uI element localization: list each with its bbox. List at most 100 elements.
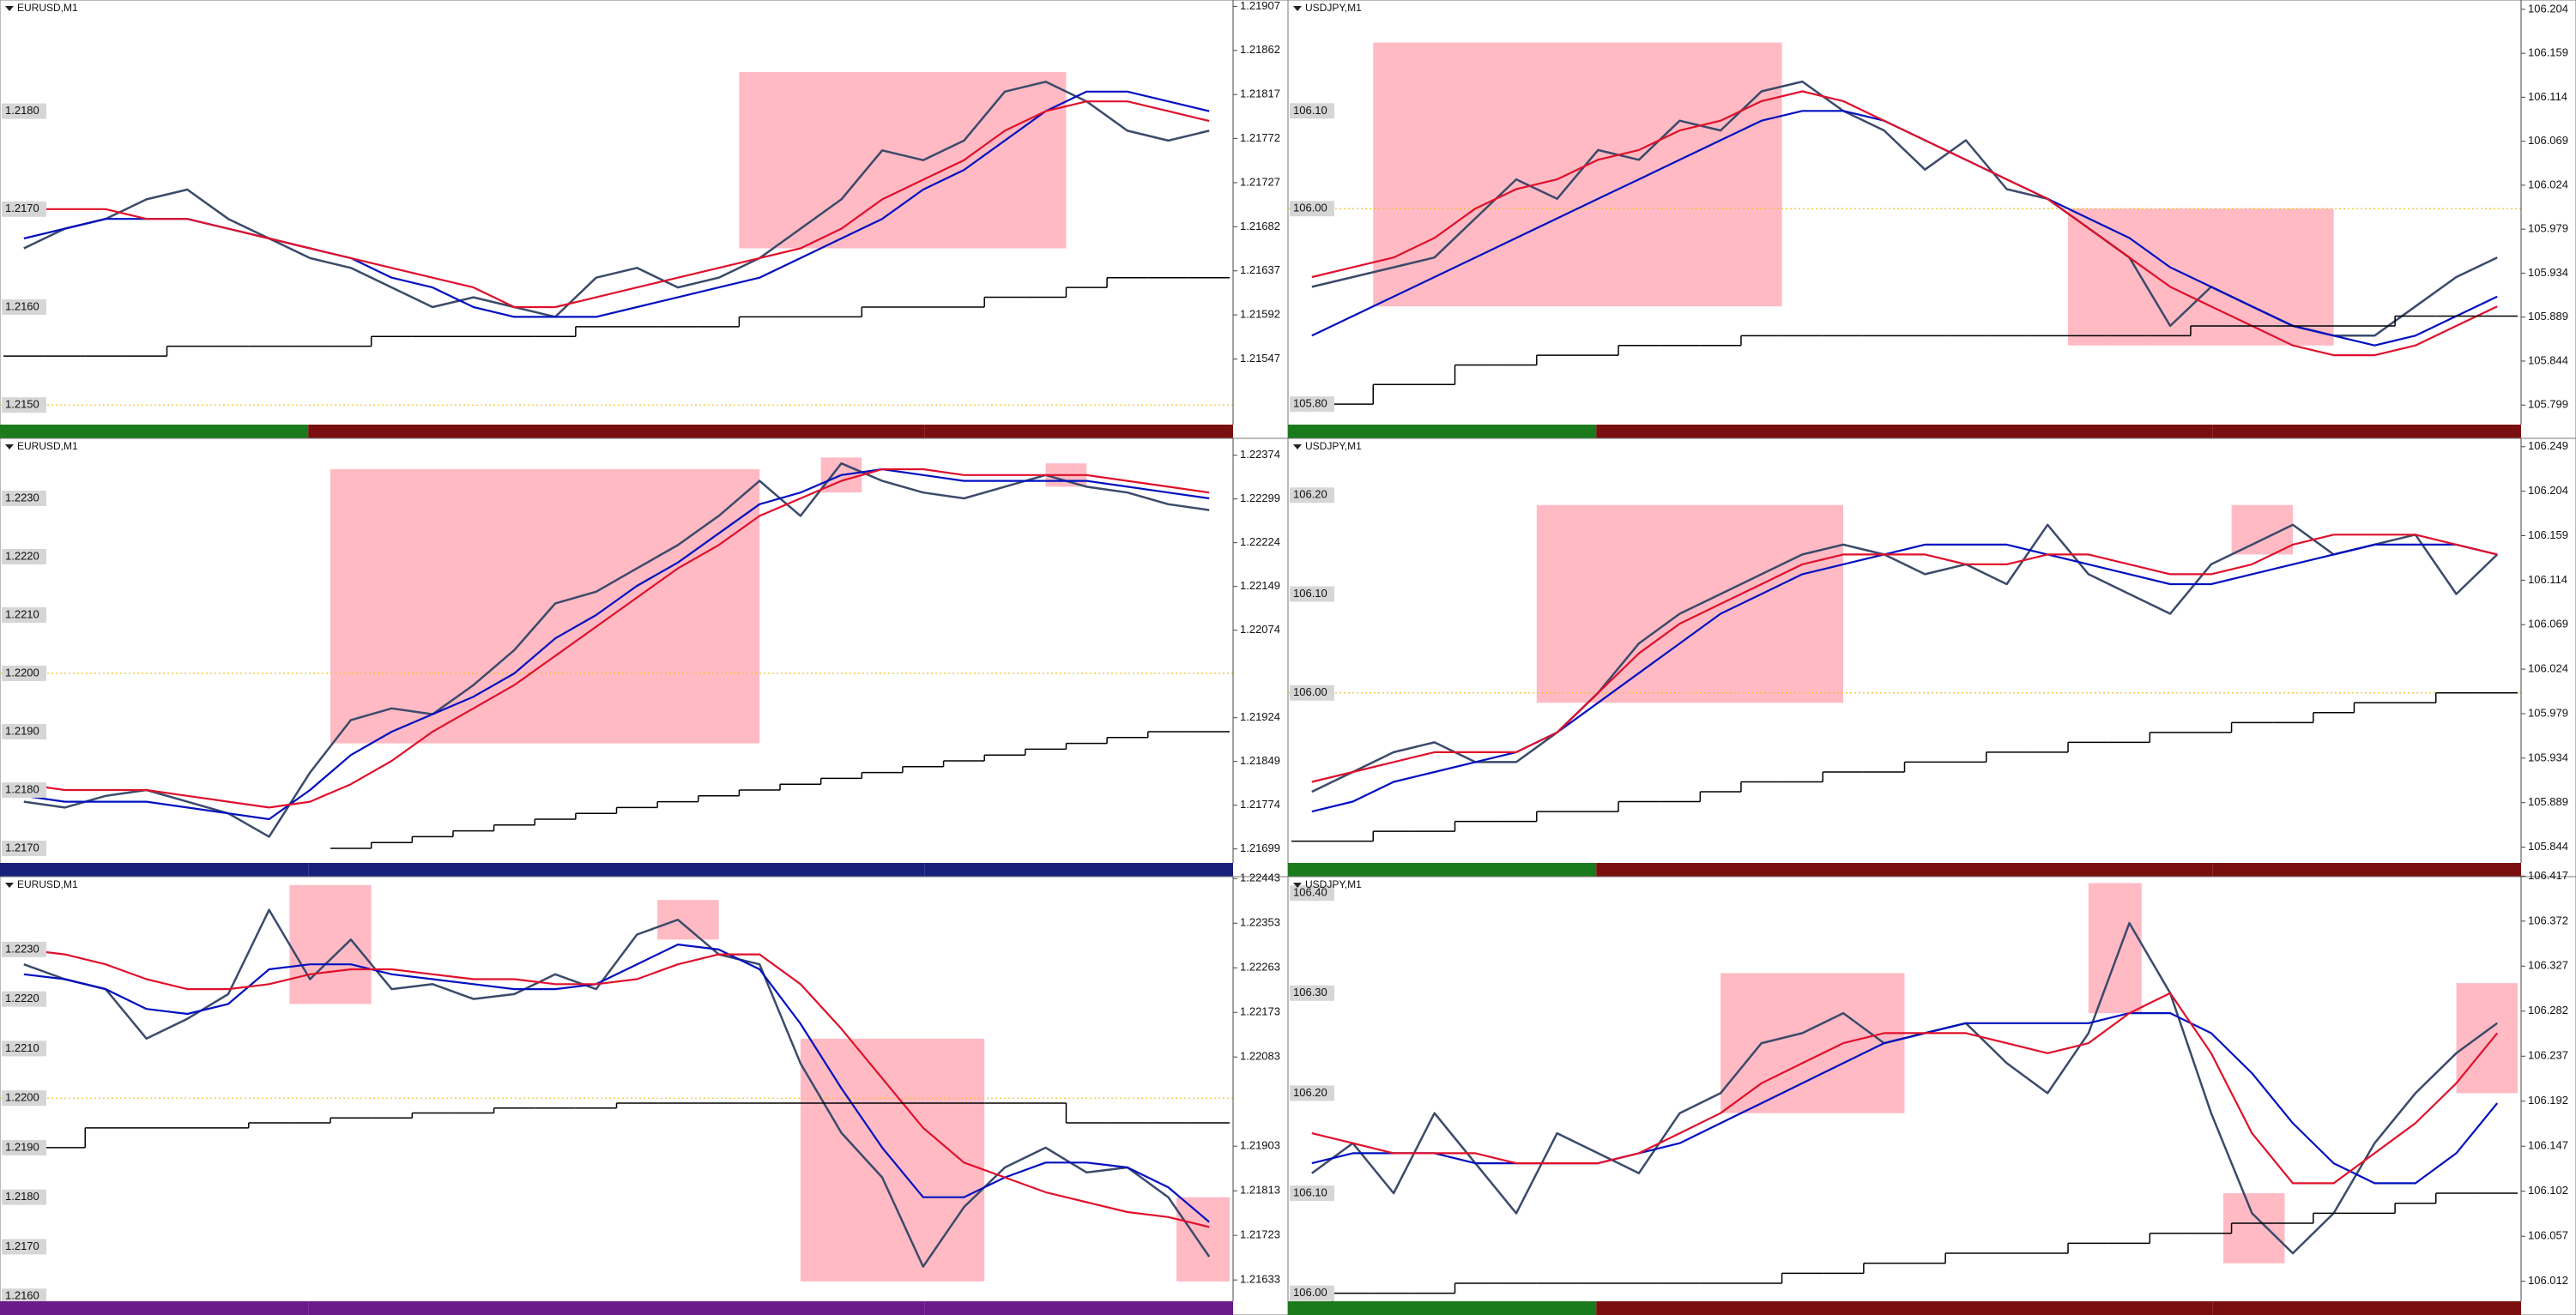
y-tick-label: 1.21772 bbox=[1240, 131, 1280, 144]
time-strip bbox=[308, 1301, 617, 1315]
y-tick-label: 1.22083 bbox=[1240, 1050, 1280, 1063]
time-strip bbox=[616, 425, 925, 438]
panel-background bbox=[1287, 876, 2576, 1315]
level-label: 106.10 bbox=[1293, 104, 1327, 117]
time-strip bbox=[1904, 863, 2213, 877]
level-label-bg bbox=[2, 840, 46, 856]
price-line bbox=[23, 81, 1210, 318]
level-label: 105.80 bbox=[1293, 397, 1327, 410]
level-label: 106.10 bbox=[1293, 1185, 1327, 1198]
level-label-bg bbox=[2, 941, 46, 957]
highlight-zone bbox=[2456, 983, 2518, 1094]
time-strip bbox=[2212, 1301, 2521, 1315]
level-label: 106.30 bbox=[1293, 986, 1327, 998]
time-strip bbox=[1596, 863, 1905, 877]
highlight-zone bbox=[1536, 504, 1844, 703]
moving-average bbox=[1311, 992, 2499, 1185]
level-label-bg bbox=[2, 781, 46, 798]
y-tick-label: 105.979 bbox=[2528, 706, 2568, 719]
y-tick-label: 105.844 bbox=[2528, 840, 2568, 853]
time-strip bbox=[0, 863, 309, 877]
level-label-bg bbox=[1290, 487, 1334, 504]
level-label: 1.2210 bbox=[5, 1041, 39, 1054]
time-strip bbox=[0, 1301, 309, 1315]
y-tick-label: 106.159 bbox=[2528, 528, 2568, 541]
panel-background bbox=[1287, 437, 2576, 878]
highlight-zone bbox=[330, 468, 760, 744]
level-label-bg bbox=[1290, 396, 1334, 413]
level-label-bg bbox=[1290, 985, 1334, 1001]
y-tick-label: 1.21924 bbox=[1240, 710, 1280, 723]
moving-average bbox=[23, 467, 1210, 809]
y-tick-label: 1.21637 bbox=[1240, 263, 1280, 276]
y-tick-label: 105.934 bbox=[2528, 266, 2568, 279]
y-tick-label: 106.069 bbox=[2528, 134, 2568, 147]
panel-background bbox=[0, 0, 1289, 439]
level-label-bg bbox=[1290, 1185, 1334, 1202]
y-tick-label: 106.024 bbox=[2528, 178, 2568, 190]
menu-triangle bbox=[5, 6, 14, 11]
level-label-bg bbox=[2, 1090, 46, 1107]
level-label-bg bbox=[2, 1189, 46, 1205]
moving-average bbox=[23, 467, 1210, 821]
highlight-zone bbox=[2223, 1193, 2285, 1264]
chart-panel: 1.22443 1.22353 1.22263 1.22173 1.22083 1.219… bbox=[0, 872, 1289, 1315]
time-strip bbox=[2212, 863, 2521, 877]
plot-area bbox=[1311, 883, 2518, 1301]
time-strip bbox=[2212, 425, 2521, 438]
menu-triangle bbox=[5, 883, 14, 888]
level-label-bg bbox=[2, 397, 46, 413]
level-label: 1.2160 bbox=[5, 1289, 39, 1302]
y-tick-label: 1.21903 bbox=[1240, 1139, 1280, 1152]
y-tick-label: 1.21723 bbox=[1240, 1228, 1280, 1241]
level-label: 1.2150 bbox=[5, 398, 39, 411]
y-tick-label: 106.024 bbox=[2528, 662, 2568, 675]
chart-panel: 106.249 106.204 106.159 106.114 106.069 106.0… bbox=[1287, 437, 2576, 878]
y-tick-label: 106.147 bbox=[2528, 1139, 2568, 1152]
level-label: 106.00 bbox=[1293, 685, 1327, 698]
price-line bbox=[1311, 523, 2499, 793]
chart-title: USDJPY,M1 bbox=[1305, 440, 1362, 452]
y-tick-label: 1.22299 bbox=[1240, 492, 1280, 504]
chart-panel: 106.417 106.372 106.327 106.282 106.237 106.1… bbox=[1287, 869, 2576, 1315]
time-strip bbox=[1904, 425, 2213, 438]
y-tick-label: 1.21727 bbox=[1240, 175, 1280, 188]
y-tick-label: 106.012 bbox=[2528, 1274, 2568, 1287]
level-label-bg bbox=[1290, 103, 1334, 119]
chart-title: EURUSD,M1 bbox=[17, 440, 78, 452]
y-tick-label: 1.22074 bbox=[1240, 623, 1280, 636]
time-strip bbox=[1288, 425, 1597, 438]
time-strip bbox=[924, 425, 1233, 438]
level-label-bg bbox=[1290, 586, 1334, 602]
y-tick-label: 1.21633 bbox=[1240, 1273, 1280, 1286]
menu-triangle bbox=[1293, 883, 1302, 888]
level-label: 106.00 bbox=[1293, 202, 1327, 214]
level-label: 1.2170 bbox=[5, 1240, 39, 1252]
y-tick-label: 1.21862 bbox=[1240, 43, 1280, 56]
y-tick-label: 106.237 bbox=[2528, 1049, 2568, 1062]
y-tick-label: 1.22374 bbox=[1240, 448, 1280, 461]
time-strip bbox=[616, 1301, 925, 1315]
level-label-bg bbox=[2, 991, 46, 1007]
y-tick-label: 105.889 bbox=[2528, 795, 2568, 808]
y-tick-label: 1.22263 bbox=[1240, 961, 1280, 974]
time-strip bbox=[1288, 1301, 1597, 1315]
time-strip bbox=[616, 863, 925, 877]
level-label: 1.2220 bbox=[5, 992, 39, 1004]
highlight-zone bbox=[1176, 1197, 1230, 1282]
moving-average bbox=[23, 100, 1210, 309]
y-tick-label: 106.114 bbox=[2528, 90, 2567, 103]
level-label-bg bbox=[1290, 685, 1334, 701]
chart-panel: 1.21907 1.21862 1.21817 1.21772 1.21727 1.216… bbox=[0, 0, 1289, 439]
time-strip bbox=[308, 425, 617, 438]
level-label: 106.40 bbox=[1293, 886, 1327, 899]
level-label-bg bbox=[2, 1139, 46, 1155]
y-tick-label: 105.979 bbox=[2528, 222, 2568, 235]
time-strip bbox=[1904, 1301, 2213, 1315]
y-tick-label: 1.21699 bbox=[1240, 841, 1280, 854]
y-tick-label: 105.889 bbox=[2528, 310, 2568, 323]
y-tick-label: 1.21817 bbox=[1240, 87, 1280, 100]
level-label-bg bbox=[2, 201, 46, 217]
plot-area bbox=[0, 884, 1233, 1282]
